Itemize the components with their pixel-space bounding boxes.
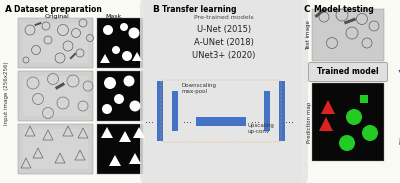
FancyBboxPatch shape xyxy=(23,23,88,63)
Text: Test image: Test image xyxy=(306,20,312,50)
FancyBboxPatch shape xyxy=(70,53,76,59)
Text: Transfer learning: Transfer learning xyxy=(162,5,236,14)
Polygon shape xyxy=(321,100,335,114)
Polygon shape xyxy=(129,153,141,164)
FancyBboxPatch shape xyxy=(23,129,88,169)
Polygon shape xyxy=(109,155,121,166)
FancyBboxPatch shape xyxy=(308,63,388,81)
Text: Model testing: Model testing xyxy=(314,5,374,14)
Polygon shape xyxy=(101,127,113,138)
FancyBboxPatch shape xyxy=(312,83,384,161)
FancyBboxPatch shape xyxy=(172,91,178,131)
FancyBboxPatch shape xyxy=(264,91,270,131)
Text: Prediction map: Prediction map xyxy=(306,101,312,143)
Polygon shape xyxy=(132,52,142,61)
FancyBboxPatch shape xyxy=(344,18,356,25)
Text: Input image (256x256): Input image (256x256) xyxy=(4,61,10,125)
FancyBboxPatch shape xyxy=(0,0,150,183)
Circle shape xyxy=(120,23,128,31)
Circle shape xyxy=(362,125,378,141)
Circle shape xyxy=(346,109,362,125)
Text: ...: ... xyxy=(250,115,260,125)
FancyBboxPatch shape xyxy=(196,117,246,126)
FancyBboxPatch shape xyxy=(140,0,308,183)
Text: UNet3+ (2020): UNet3+ (2020) xyxy=(192,51,256,60)
FancyBboxPatch shape xyxy=(18,124,93,174)
Circle shape xyxy=(124,76,134,87)
Circle shape xyxy=(102,104,112,114)
Text: B: B xyxy=(152,5,159,14)
Text: Original: Original xyxy=(45,14,69,19)
FancyBboxPatch shape xyxy=(97,71,143,121)
FancyBboxPatch shape xyxy=(300,0,400,183)
FancyBboxPatch shape xyxy=(18,18,93,68)
FancyBboxPatch shape xyxy=(23,76,88,116)
FancyBboxPatch shape xyxy=(97,124,143,174)
Text: Upscaling
up-conv: Upscaling up-conv xyxy=(248,123,275,134)
Text: C: C xyxy=(304,5,311,14)
Text: Trained model: Trained model xyxy=(317,68,379,76)
Polygon shape xyxy=(319,117,333,131)
FancyBboxPatch shape xyxy=(314,8,326,18)
Polygon shape xyxy=(100,54,110,63)
Text: Downscaling
max-pool: Downscaling max-pool xyxy=(181,83,216,94)
FancyBboxPatch shape xyxy=(146,0,302,183)
FancyBboxPatch shape xyxy=(55,82,65,90)
Circle shape xyxy=(339,135,355,151)
Text: Mask: Mask xyxy=(105,14,121,19)
Text: A-UNet (2018): A-UNet (2018) xyxy=(194,38,254,47)
Text: U-Net (2015): U-Net (2015) xyxy=(197,25,251,34)
Text: ...: ... xyxy=(146,115,154,125)
FancyBboxPatch shape xyxy=(157,81,163,141)
Text: A: A xyxy=(5,5,12,14)
Text: ...: ... xyxy=(182,115,192,125)
FancyBboxPatch shape xyxy=(279,81,285,141)
FancyBboxPatch shape xyxy=(34,22,42,26)
Circle shape xyxy=(112,46,120,54)
Circle shape xyxy=(103,25,113,35)
Circle shape xyxy=(114,94,124,104)
Circle shape xyxy=(128,27,140,38)
Circle shape xyxy=(104,77,116,89)
Text: Semantic segmentation map: Semantic segmentation map xyxy=(399,70,400,146)
Polygon shape xyxy=(119,131,131,142)
Text: ...: ... xyxy=(286,115,294,125)
Circle shape xyxy=(130,100,140,111)
FancyBboxPatch shape xyxy=(312,9,384,61)
FancyBboxPatch shape xyxy=(360,95,368,103)
FancyBboxPatch shape xyxy=(97,18,143,68)
Text: Pre-trained models: Pre-trained models xyxy=(194,15,254,20)
FancyBboxPatch shape xyxy=(18,71,93,121)
Text: Dataset preparation: Dataset preparation xyxy=(14,5,102,14)
Polygon shape xyxy=(133,127,145,138)
Circle shape xyxy=(122,51,132,61)
